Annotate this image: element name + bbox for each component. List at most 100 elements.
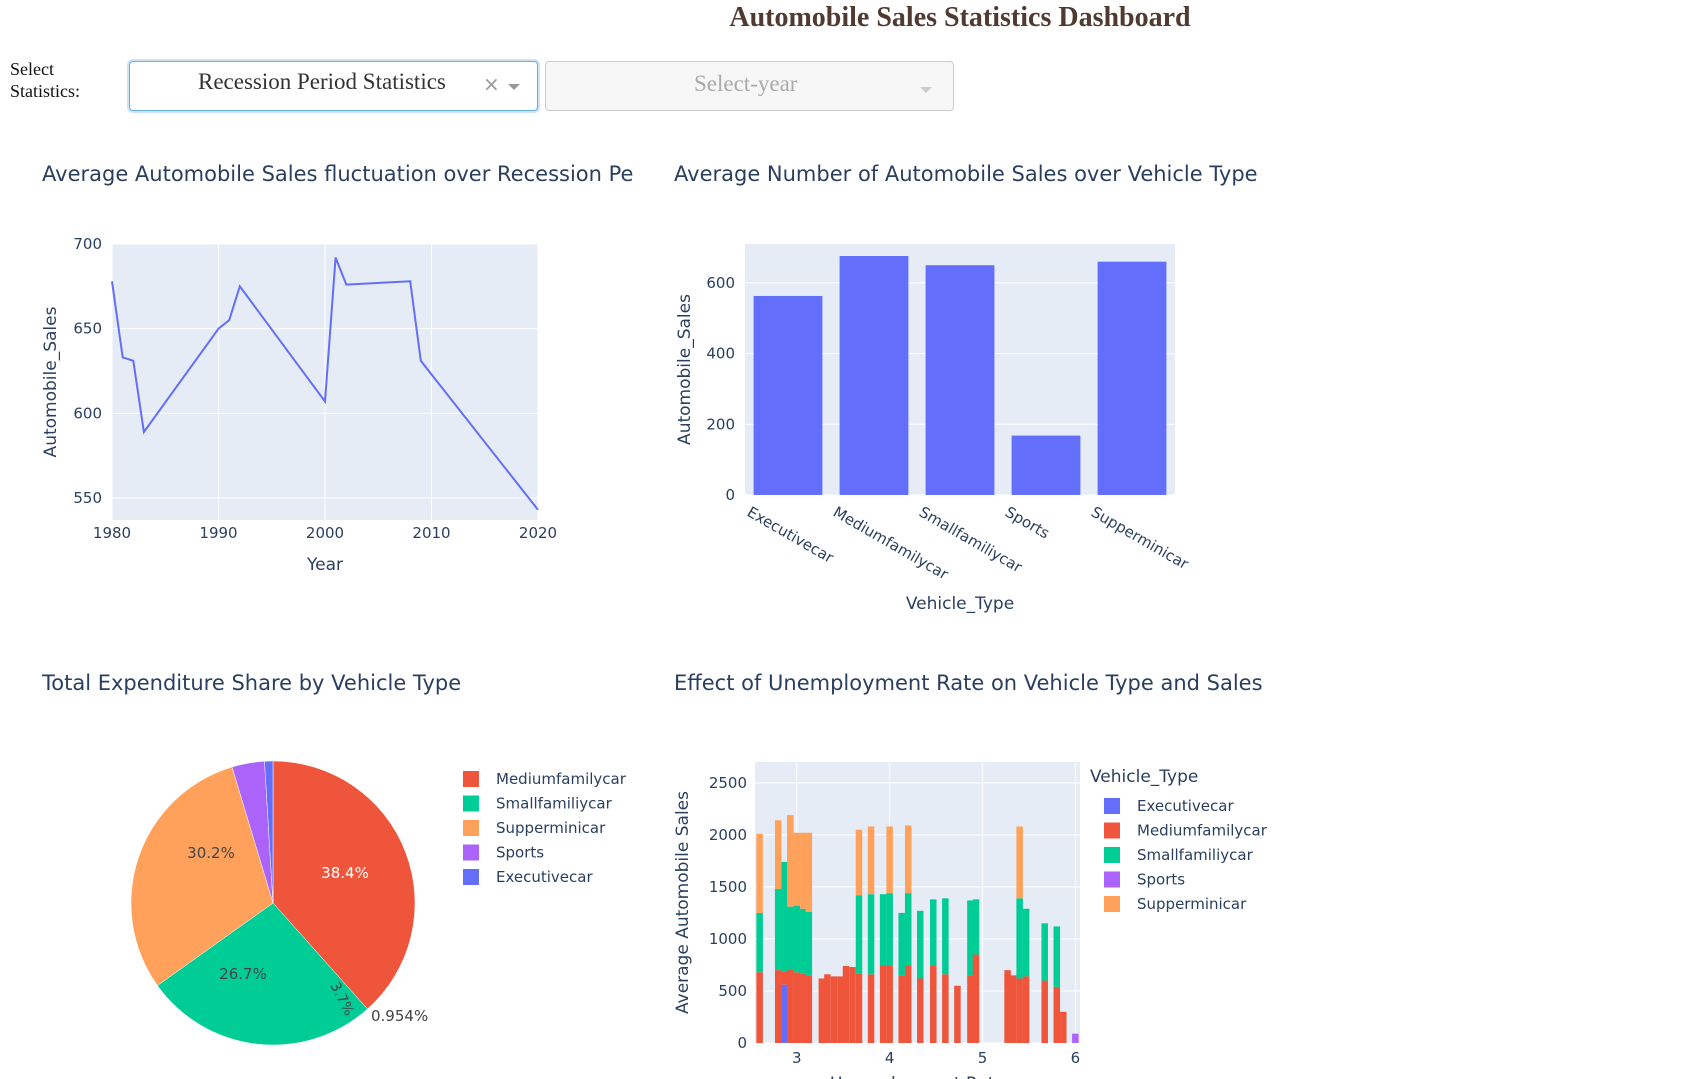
chart2-x-tick-label: Sports [1002,503,1053,543]
chart2-x-tick-label: Supperminicar [1088,503,1192,574]
chart4-legend-label: Mediumfamilycar [1137,822,1268,840]
chart4-x-tick-label: 5 [978,1049,988,1067]
chart3-legend-label: Mediumfamilycar [496,770,627,788]
chart4-y-tick-label: 1500 [709,878,747,896]
chart4-bar-segment-mediumfamilycar [856,973,863,1043]
chart4-bar-segment-smallfamiliycar [868,894,875,974]
chart4-bar-segment-supperminicar [1016,827,1023,899]
chart2-bar-smallfamiliycar [926,265,995,495]
chart1-y-tick-label: 700 [73,235,102,253]
chart2-y-axis-label: Automobile_Sales [675,294,695,445]
chart2-bar-executivecar [754,296,823,495]
chart3-legend-swatch [463,820,479,836]
chart4-bar-segment-mediumfamilycar [781,971,788,985]
chart4-bar-segment-smallfamiliycar [942,898,949,974]
chart3-data-label: 30.2% [187,844,235,862]
chart1-x-tick-label: 2010 [412,524,450,542]
chart4-y-tick-label: 500 [718,982,747,1000]
chart4-bar-segment-smallfamiliycar [967,900,974,975]
chart4-bar-segment-smallfamiliycar [794,906,801,973]
chart4-bar-segment-supperminicar [800,833,807,909]
chart3-legend-swatch [463,796,479,812]
chart4-legend-label: Sports [1137,871,1185,889]
chart3-title: Total Expenditure Share by Vehicle Type [41,671,461,695]
chart2-bar-sports [1012,436,1081,495]
chart2-y-tick-label: 200 [706,415,735,433]
chart2-bar-supperminicar [1098,262,1167,495]
chart4-bar-segment-mediumfamilycar [1060,1012,1067,1043]
chart4-bar-segment-mediumfamilycar [843,966,850,1043]
chart4-bar-segment-mediumfamilycar [775,970,782,1043]
chart4-bar-segment-mediumfamilycar [831,976,838,1043]
chart4-bar-segment-mediumfamilycar [954,986,961,1043]
chart1-title: Average Automobile Sales fluctuation ove… [42,162,633,186]
chart3-legend-label: Sports [496,844,544,862]
chart3-data-label: 38.4% [321,864,369,882]
chart4-bar-segment-smallfamiliycar [787,907,794,969]
chart3-legend-label: Executivecar [496,868,593,886]
chart4-x-tick-label: 4 [885,1049,895,1067]
chart4-bar-segment-smallfamiliycar [775,889,782,970]
chart4-legend-swatch [1104,872,1120,888]
chart4-x-tick-label: 6 [1071,1049,1081,1067]
chart4-bar-segment-smallfamiliycar [880,894,887,965]
chart4-legend-swatch [1104,847,1120,863]
chart4-bar-segment-mediumfamilycar [819,978,826,1043]
chart4-bar-segment-smallfamiliycar [1016,898,1023,978]
chart4-bar-segment-mediumfamilycar [1041,981,1048,1043]
chart2-x-tick-label: Executivecar [744,503,837,567]
chart4-bar-segment-smallfamiliycar [756,913,763,972]
chart4-bar-segment-mediumfamilycar [880,965,887,1043]
chart4-bar-segment-mediumfamilycar [756,972,763,1043]
chart4-y-tick-label: 0 [737,1034,747,1052]
chart4-legend-swatch [1104,896,1120,912]
chart4-bar-segment-mediumfamilycar [1016,978,1023,1043]
chart4-y-tick-label: 2000 [709,826,747,844]
chart2-bar-mediumfamilycar [840,256,909,495]
chart4-legend-swatch [1104,823,1120,839]
chart4-bar-segment-supperminicar [886,827,893,894]
chart4-bar-segment-mediumfamilycar [1004,970,1011,1043]
chart4-bar-segment-mediumfamilycar [787,969,794,1043]
chart4-legend-swatch [1104,798,1120,814]
chart4-bar-segment-mediumfamilycar [1023,976,1029,1043]
chart1-x-tick-label: 1980 [93,524,131,542]
chart3-legend-swatch [463,869,479,885]
chart4-title: Effect of Unemployment Rate on Vehicle T… [674,671,1263,695]
chart1-x-tick-label: 2020 [519,524,557,542]
chart4-bar-segment-mediumfamilycar [886,966,893,1043]
chart4-bar-segment-sports [1072,1034,1079,1043]
chart4-bar-segment-executivecar [781,985,788,1043]
chart4-bar-segment-mediumfamilycar [824,974,831,1043]
chart4-bar-segment-smallfamiliycar [886,893,893,966]
chart4-bar-segment-smallfamiliycar [806,912,813,975]
chart4-bar-segment-smallfamiliycar [973,899,980,954]
chart4-bar-segment-supperminicar [756,834,763,913]
chart4-bar-segment-supperminicar [787,815,794,907]
chart4-bar-segment-supperminicar [806,833,813,912]
chart4-bar-segment-smallfamiliycar [917,911,924,979]
chart4-bar-segment-mediumfamilycar [800,973,807,1043]
chart4-bar-segment-mediumfamilycar [917,978,924,1043]
chart1-y-tick-label: 650 [73,320,102,338]
chart4-bar-segment-mediumfamilycar [1010,975,1017,1043]
chart4-bar-segment-smallfamiliycar [905,893,912,966]
chart3-data-label: 26.7% [219,965,267,983]
chart4-legend-title: Vehicle_Type [1090,767,1198,787]
chart4-bar-segment-mediumfamilycar [868,974,875,1043]
chart4-y-axis-label: Average Automobile Sales [673,791,693,1014]
chart4-bar-segment-mediumfamilycar [930,966,937,1043]
chart4-x-tick-label: 3 [792,1049,802,1067]
chart4-bar-segment-smallfamiliycar [1023,909,1029,977]
chart2-y-tick-label: 600 [706,274,735,292]
chart4-x-axis-label: Unemployment Rate [830,1074,1005,1079]
chart4-bar-segment-supperminicar [794,833,801,906]
chart1-y-tick-label: 550 [73,489,102,507]
chart3-legend-label: Supperminicar [496,819,606,837]
chart4-bar-segment-smallfamiliycar [781,862,788,971]
chart4-bar-segment-mediumfamilycar [942,974,949,1043]
chart3-legend-label: Smallfamiliycar [496,795,613,813]
chart4-y-tick-label: 2500 [709,774,747,792]
chart4-bar-segment-mediumfamilycar [837,976,844,1043]
chart3-data-label: 0.954% [371,1007,428,1025]
